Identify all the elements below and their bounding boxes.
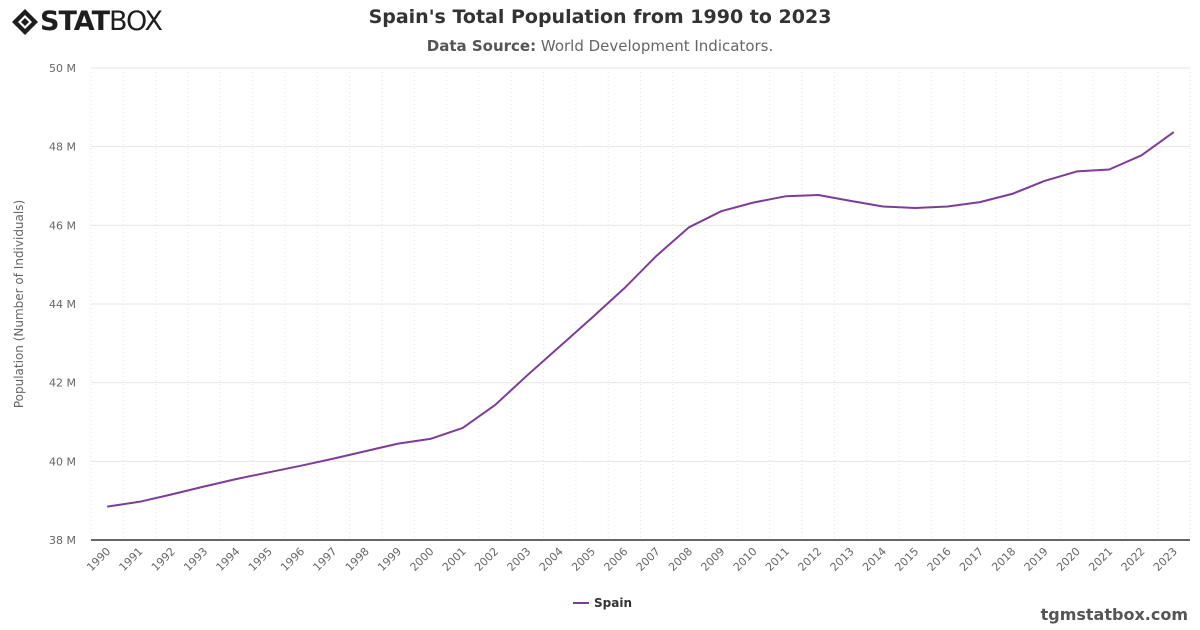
x-tick-label: 1991 (117, 545, 146, 574)
x-tick-label: 1992 (149, 545, 178, 574)
footer-site: tgmstatbox.com (1040, 605, 1188, 624)
x-tick-label: 2021 (1086, 545, 1115, 574)
x-tick-label: 2002 (472, 545, 501, 574)
series-line-spain (107, 131, 1175, 508)
x-tick-label: 2007 (634, 545, 663, 574)
x-tick-label: 1998 (343, 545, 372, 574)
x-tick-label: 2001 (440, 545, 469, 574)
y-tick-label: 42 M (49, 377, 76, 390)
x-tick-label: 1990 (84, 545, 113, 574)
x-tick-label: 2004 (537, 545, 566, 574)
x-tick-label: 2014 (860, 545, 889, 574)
y-tick-label: 46 M (49, 219, 76, 232)
x-tick-label: 2000 (408, 545, 437, 574)
x-tick-label: 2020 (1054, 545, 1083, 574)
grid (90, 67, 1191, 540)
chart-title: Spain's Total Population from 1990 to 20… (368, 6, 832, 28)
x-tick-label: 2009 (698, 545, 727, 574)
x-tick-label: 1995 (246, 545, 275, 574)
x-tick-label: 2017 (957, 545, 986, 574)
x-tick-label: 1997 (311, 545, 340, 574)
y-tick-label: 48 M (49, 141, 76, 154)
x-tick-label: 2008 (666, 545, 695, 574)
x-tick-label: 1996 (278, 545, 307, 574)
x-tick-label: 2022 (1119, 545, 1148, 574)
logo-text-bold: STAT (40, 6, 110, 37)
x-tick-label: 1993 (181, 545, 210, 574)
x-tick-label: 2010 (731, 545, 760, 574)
x-tick-label: 2013 (828, 545, 857, 574)
x-tick-label: 2005 (569, 545, 598, 574)
y-tick-label: 50 M (49, 62, 76, 75)
x-axis: 1990 1991 1992 1993 1994 1995 1996 1997 1998 1999… (84, 539, 1190, 574)
x-tick-label: 2012 (795, 545, 824, 574)
y-axis-label: Population (Number of Individuals) (12, 200, 26, 408)
y-tick-label: 40 M (49, 455, 76, 468)
x-tick-label: 2015 (892, 545, 921, 574)
diamond-logo-icon (12, 8, 38, 35)
y-tick-label: 38 M (49, 534, 76, 547)
x-tick-label: 2016 (925, 545, 954, 574)
logo-text-light: BOX (108, 6, 163, 37)
series-layer (107, 131, 1175, 508)
x-tick-label: 2011 (763, 545, 792, 574)
legend-label-spain[interactable]: Spain (594, 596, 632, 610)
y-axis: 38 M 40 M 42 M 44 M 46 M 48 M 50 M (49, 62, 76, 547)
chart-subtitle: Data Source: World Development Indicator… (0, 37, 1200, 55)
legend[interactable]: Spain (573, 596, 632, 610)
x-tick-label: 2019 (1022, 545, 1051, 574)
statbox-logo: STAT BOX (10, 6, 163, 37)
x-tick-label: 1994 (214, 545, 243, 574)
x-tick-label: 2018 (989, 545, 1018, 574)
x-tick-label: 1999 (375, 545, 404, 574)
x-tick-label: 2003 (504, 545, 533, 574)
x-tick-label: 2006 (601, 545, 630, 574)
subtitle-label: Data Source: (426, 37, 537, 55)
y-tick-label: 44 M (49, 298, 76, 311)
subtitle-text: World Development Indicators. (540, 37, 774, 55)
x-tick-label: 2023 (1151, 545, 1180, 574)
